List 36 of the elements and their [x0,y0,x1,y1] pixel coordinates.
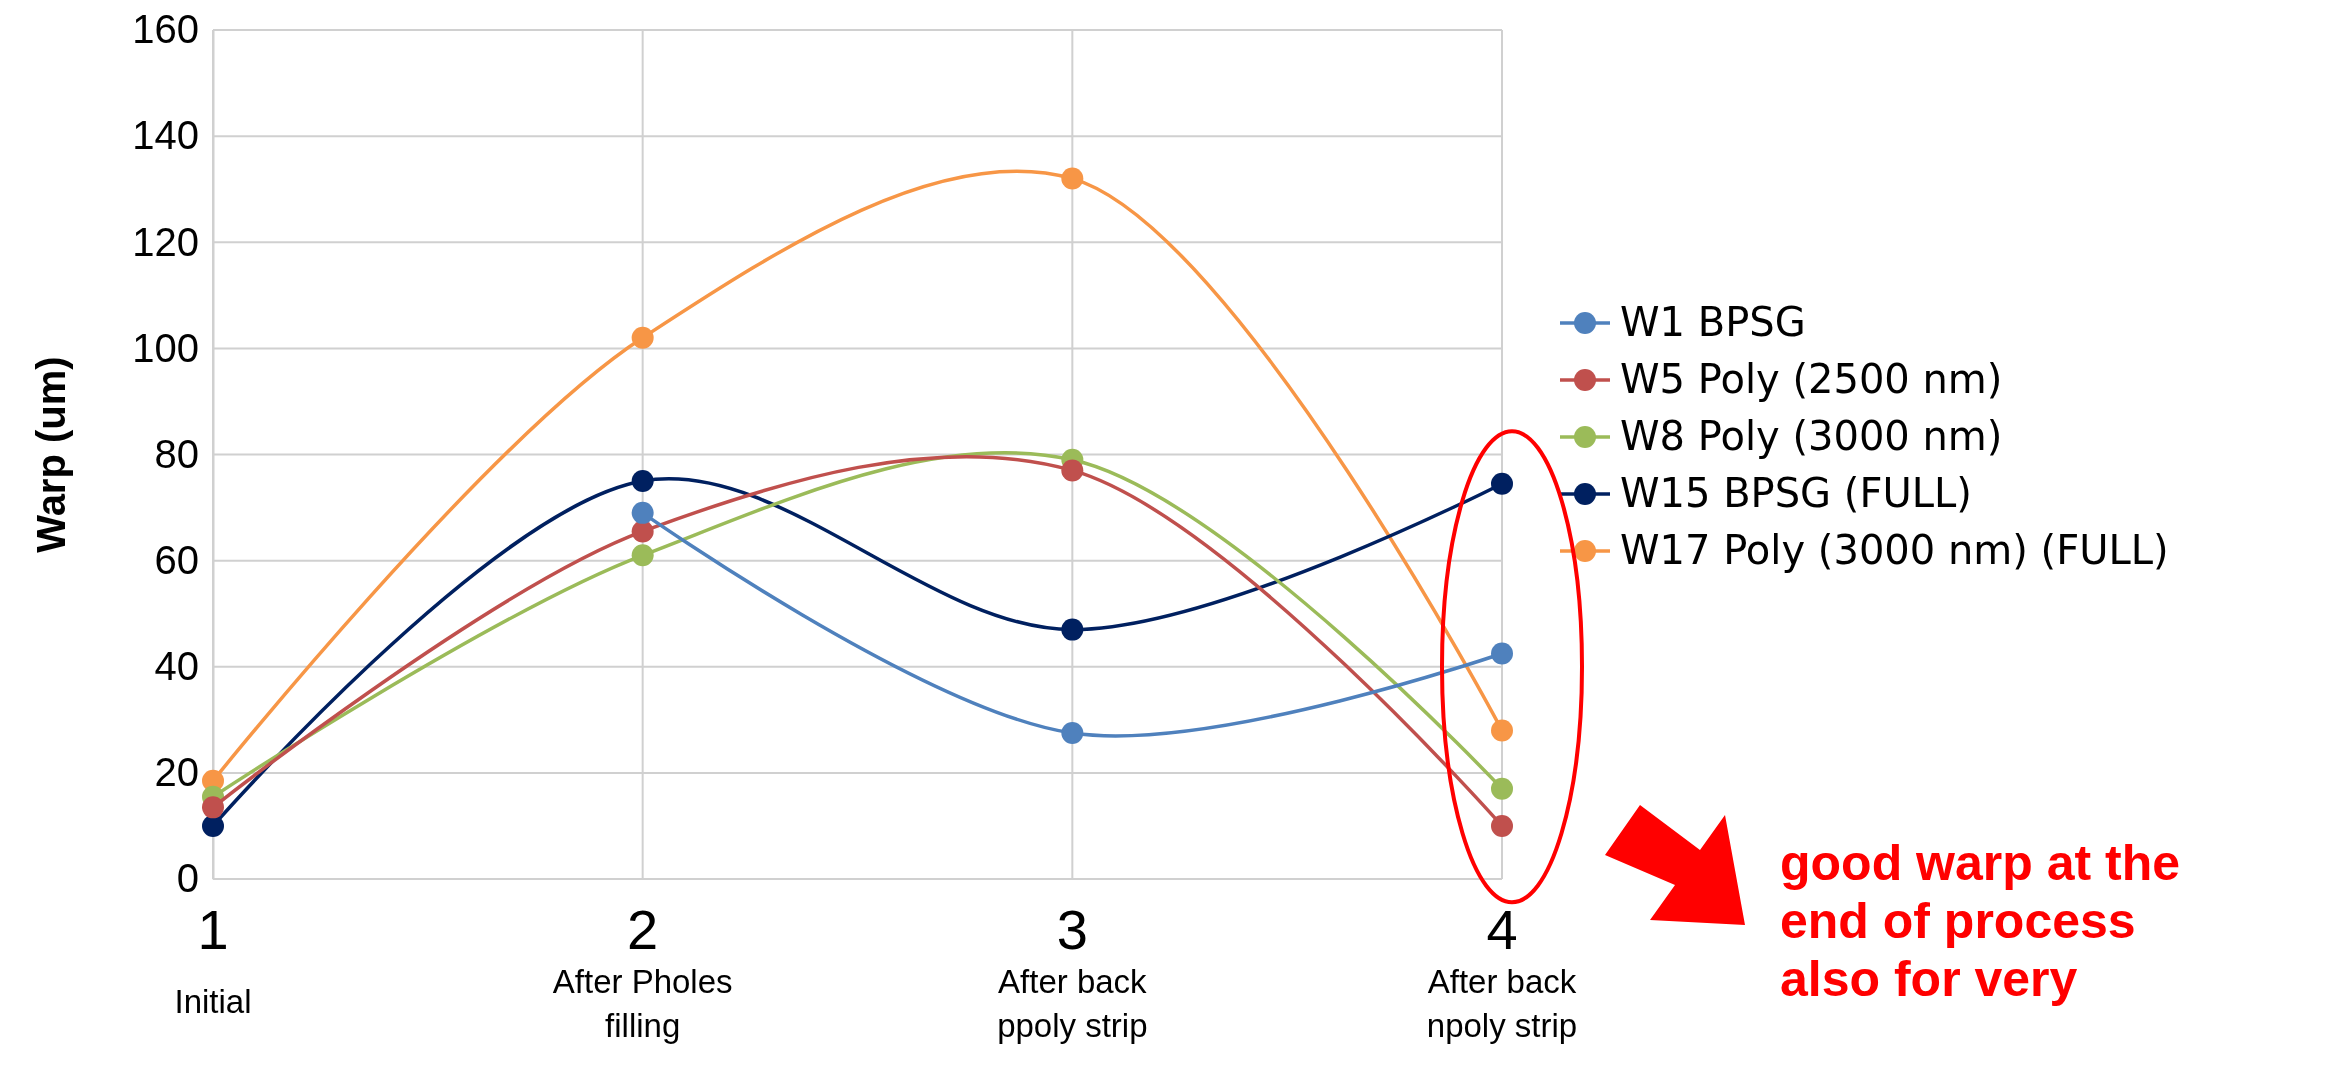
x-tick-label: 2 After Pholes filling [552,898,733,1044]
point [1491,814,1513,837]
point [1061,167,1084,190]
y-tick-label: 40 [154,644,199,689]
point [631,520,654,543]
point [631,501,654,524]
legend-label: W5 Poly (2500 nm) [1620,356,2003,402]
point [1491,642,1513,665]
point [631,470,654,493]
x-tick-label: 3 After back ppoly strip [997,898,1148,1044]
text: good warp at the end of process also for very [1780,835,2180,1007]
point [202,796,224,819]
point [1491,777,1513,800]
point [1061,722,1084,745]
x-tick-label: 1 Initial [174,898,252,1020]
point [1491,472,1513,495]
legend-label: W8 Poly (3000 nm) [1620,413,2003,459]
point [1491,719,1513,742]
point [1061,618,1084,641]
y-tick-label: 0 [176,856,199,901]
x-tick-label: 4 After back npoly strip [1426,898,1578,1044]
point [202,814,224,837]
legend-label: W17 Poly (3000 nm) (FULL) [1620,527,2169,573]
y-tick-label: 80 [154,431,199,476]
y-tick-label: 160 [132,7,199,52]
point [631,326,654,349]
y-axis-title: Warp (um) [29,356,73,553]
y-tick-label: 100 [132,325,199,370]
y-tick-label: 120 [132,219,199,264]
y-tick-label: 20 [154,750,199,795]
y-tick-label: 60 [154,537,199,582]
point [631,544,654,567]
y-tick-label: 140 [132,113,199,158]
point [1061,459,1084,482]
legend-label: W1 BPSG [1620,299,1806,345]
legend-label: W15 BPSG (FULL) [1620,470,1972,516]
